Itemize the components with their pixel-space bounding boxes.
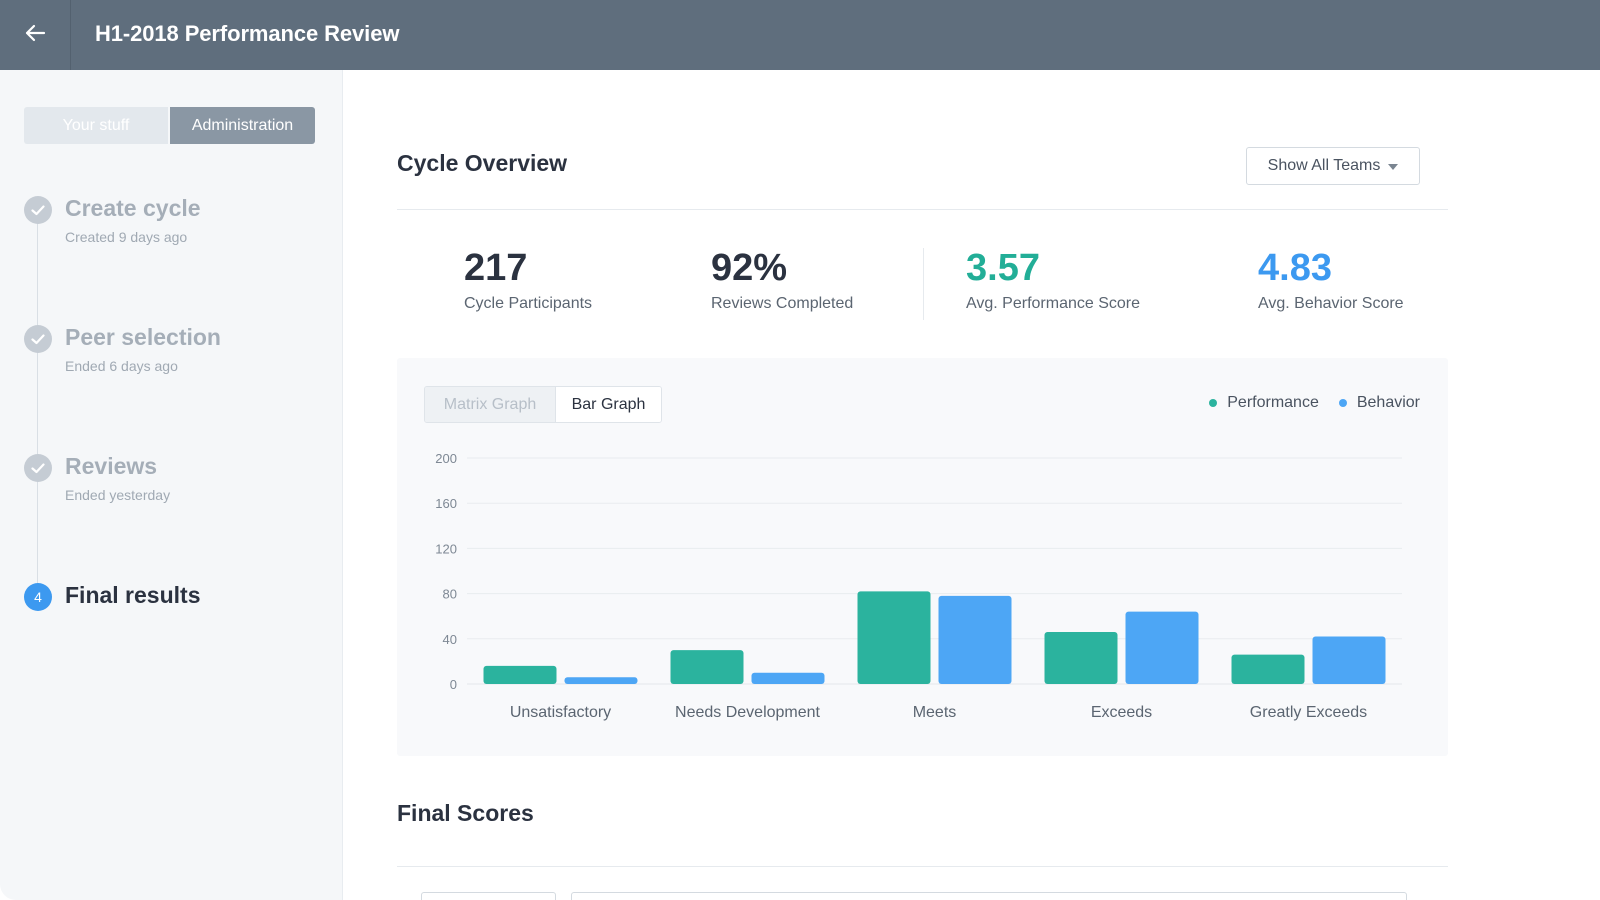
back-button[interactable] — [0, 0, 71, 70]
y-tick-label: 0 — [450, 677, 457, 692]
bar-behavior-meets[interactable] — [938, 595, 1012, 684]
legend-item-behavior: Behavior — [1338, 394, 1420, 412]
bar-performance-unsatisfactory[interactable] — [483, 665, 557, 684]
sidebar: Your stuff Administration Create cycle C… — [0, 70, 343, 900]
step-number-badge: 4 — [24, 583, 52, 611]
x-category-label: Unsatisfactory — [510, 704, 611, 721]
stats-separator — [923, 248, 924, 320]
stat-value: 3.57 — [966, 247, 1040, 289]
stat-label: Cycle Participants — [464, 295, 593, 312]
bar-chart: 0 40 80 120 160 200 Unsatisfactory Needs Develo… — [435, 451, 1402, 721]
legend-dot — [1209, 399, 1218, 407]
check-icon — [24, 454, 52, 482]
step-title: Peer selection — [65, 324, 221, 350]
step-title: Create cycle — [65, 195, 201, 221]
bar-performance-needs-development[interactable] — [670, 650, 744, 684]
step-title: Final results — [65, 582, 201, 608]
chart-legend: Performance Behavior — [1209, 394, 1420, 412]
y-tick-label: 160 — [435, 496, 457, 511]
bar-performance-greatly-exceeds[interactable] — [1231, 654, 1305, 684]
matrix-graph-button[interactable]: Matrix Graph — [425, 387, 556, 422]
final-scores-heading: Final Scores — [397, 800, 534, 826]
stat-cycle-participants: 217 Cycle Participants — [464, 246, 592, 313]
tab-administration[interactable]: Administration — [170, 107, 315, 144]
bar-behavior-needs-development[interactable] — [751, 672, 825, 684]
y-tick-label: 200 — [435, 451, 457, 466]
cycle-overview-heading: Cycle Overview — [397, 150, 568, 176]
view-switcher: Your stuff Administration — [24, 107, 315, 144]
bar-performance-exceeds[interactable] — [1044, 632, 1118, 684]
step-subtitle: Created 9 days ago — [65, 229, 188, 245]
page-title: H1-2018 Performance Review — [95, 21, 400, 46]
x-category-label: Greatly Exceeds — [1250, 704, 1367, 721]
caret-down-icon — [1388, 157, 1399, 175]
stat-label: Avg. Behavior Score — [1258, 295, 1404, 312]
divider — [397, 209, 1448, 210]
stat-value: 217 — [464, 247, 528, 289]
divider — [397, 866, 1448, 867]
legend-label: Behavior — [1356, 394, 1420, 411]
legend-dot — [1338, 399, 1347, 407]
top-bar: H1-2018 Performance Review — [0, 0, 1600, 70]
final-scores-search[interactable] — [571, 892, 1407, 900]
graph-type-toggle: Matrix Graph Bar Graph — [424, 386, 662, 423]
stat-avg-behavior: 4.83 Avg. Behavior Score — [1258, 246, 1404, 313]
chart-panel: 0 40 80 120 160 200 Unsatisfactory Needs Develo… — [397, 358, 1448, 756]
y-tick-label: 40 — [443, 632, 457, 647]
legend-label: Performance — [1227, 394, 1319, 411]
arrow-left-icon — [24, 24, 46, 47]
bar-graph-button[interactable]: Bar Graph — [556, 387, 661, 422]
main-content: Cycle Overview Show All Teams 217 Cycle … — [343, 70, 1600, 900]
step-title: Reviews — [65, 453, 158, 479]
x-category-label: Exceeds — [1091, 704, 1152, 721]
x-category-label: Meets — [913, 704, 957, 721]
step-subtitle: Ended yesterday — [65, 487, 171, 503]
stat-reviews-completed: 92% Reviews Completed — [711, 246, 853, 313]
check-icon — [24, 325, 52, 353]
stat-avg-performance: 3.57 Avg. Performance Score — [966, 246, 1140, 313]
stat-value: 4.83 — [1258, 247, 1332, 289]
bar-behavior-greatly-exceeds[interactable] — [1312, 636, 1386, 684]
stat-label: Avg. Performance Score — [966, 295, 1141, 312]
bar-behavior-exceeds[interactable] — [1125, 611, 1199, 684]
stat-label: Reviews Completed — [711, 295, 854, 312]
final-scores-filter[interactable] — [421, 892, 556, 900]
team-filter-label: Show All Teams — [1267, 157, 1381, 174]
x-category-label: Needs Development — [675, 704, 821, 721]
y-tick-label: 80 — [443, 587, 457, 602]
tab-your-stuff[interactable]: Your stuff — [24, 107, 168, 144]
stat-value: 92% — [711, 247, 788, 289]
legend-item-performance: Performance — [1209, 394, 1319, 412]
y-tick-label: 120 — [435, 541, 457, 556]
step-subtitle: Ended 6 days ago — [65, 358, 178, 374]
bar-performance-meets[interactable] — [857, 591, 931, 684]
team-filter-dropdown[interactable]: Show All Teams — [1246, 147, 1420, 185]
check-icon — [24, 196, 52, 224]
steps-connector-line — [37, 215, 38, 610]
bar-behavior-unsatisfactory[interactable] — [564, 677, 638, 684]
